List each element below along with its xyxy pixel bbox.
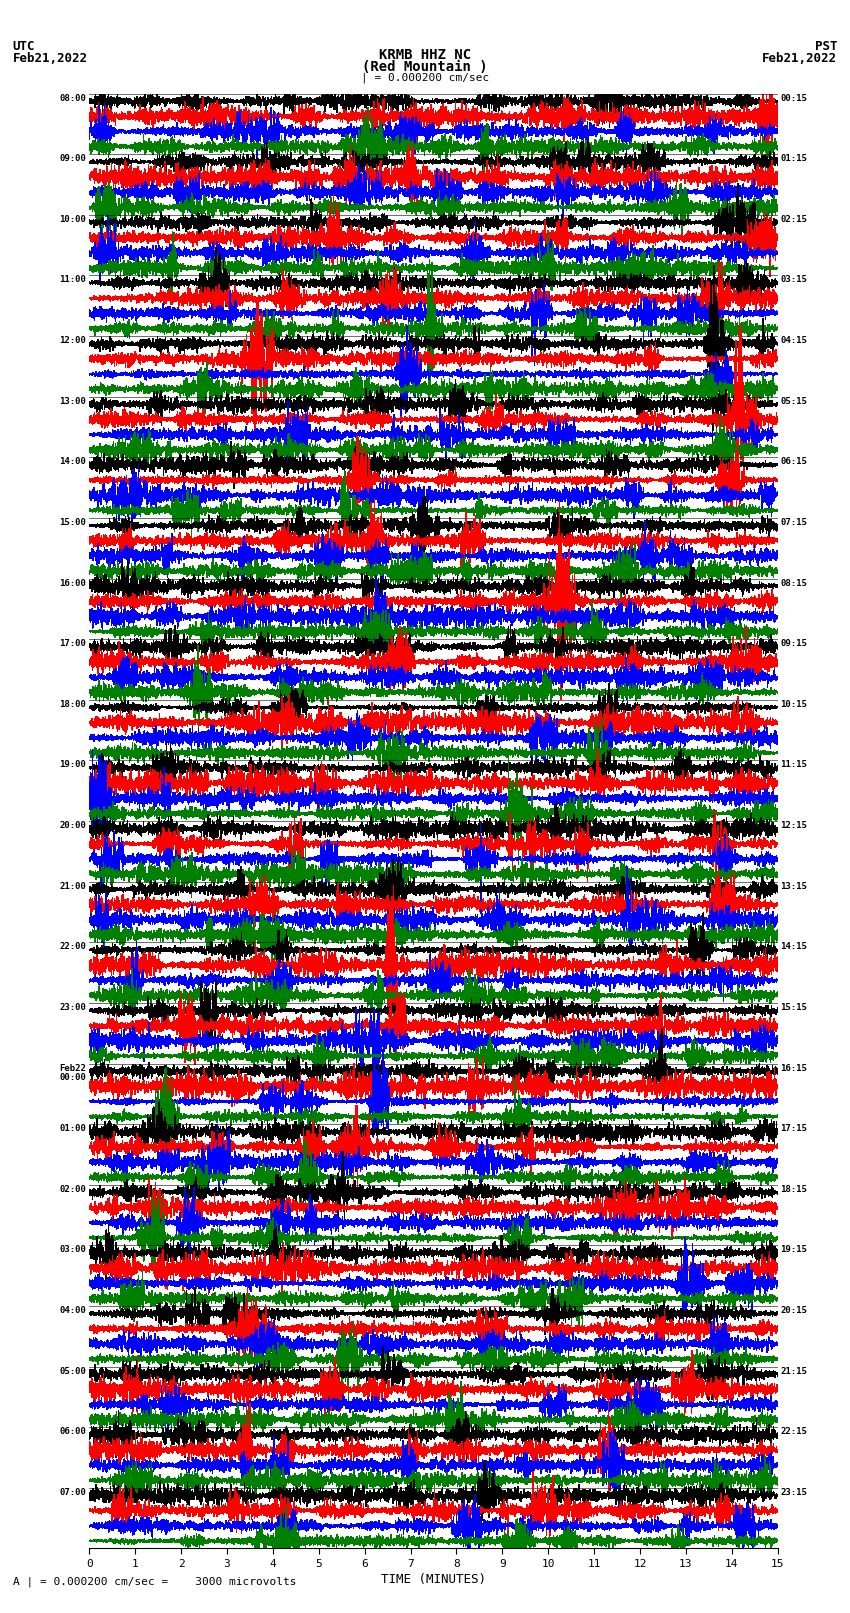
Text: A | = 0.000200 cm/sec =    3000 microvolts: A | = 0.000200 cm/sec = 3000 microvolts <box>13 1576 297 1587</box>
Text: 19:15: 19:15 <box>780 1245 808 1255</box>
Text: 08:00: 08:00 <box>60 94 87 103</box>
Text: PST: PST <box>815 40 837 53</box>
Text: 09:15: 09:15 <box>780 639 808 648</box>
Text: 14:00: 14:00 <box>60 458 87 466</box>
Text: 22:00: 22:00 <box>60 942 87 952</box>
Text: 11:15: 11:15 <box>780 760 808 769</box>
Text: 01:15: 01:15 <box>780 155 808 163</box>
Text: 13:15: 13:15 <box>780 882 808 890</box>
Text: 18:15: 18:15 <box>780 1184 808 1194</box>
X-axis label: TIME (MINUTES): TIME (MINUTES) <box>381 1573 486 1586</box>
Text: 17:00: 17:00 <box>60 639 87 648</box>
Text: 11:00: 11:00 <box>60 276 87 284</box>
Text: 03:15: 03:15 <box>780 276 808 284</box>
Text: 02:15: 02:15 <box>780 215 808 224</box>
Text: 13:00: 13:00 <box>60 397 87 405</box>
Text: 10:00: 10:00 <box>60 215 87 224</box>
Text: 05:00: 05:00 <box>60 1366 87 1376</box>
Text: 14:15: 14:15 <box>780 942 808 952</box>
Text: 15:00: 15:00 <box>60 518 87 527</box>
Text: 04:00: 04:00 <box>60 1307 87 1315</box>
Text: 00:15: 00:15 <box>780 94 808 103</box>
Text: 20:15: 20:15 <box>780 1307 808 1315</box>
Text: | = 0.000200 cm/sec: | = 0.000200 cm/sec <box>361 73 489 84</box>
Text: 07:00: 07:00 <box>60 1487 87 1497</box>
Text: 20:00: 20:00 <box>60 821 87 831</box>
Text: Feb21,2022: Feb21,2022 <box>762 52 837 65</box>
Text: 01:00: 01:00 <box>60 1124 87 1132</box>
Text: 21:00: 21:00 <box>60 882 87 890</box>
Text: 10:15: 10:15 <box>780 700 808 708</box>
Text: 07:15: 07:15 <box>780 518 808 527</box>
Text: UTC: UTC <box>13 40 35 53</box>
Text: 21:15: 21:15 <box>780 1366 808 1376</box>
Text: 08:15: 08:15 <box>780 579 808 587</box>
Text: 18:00: 18:00 <box>60 700 87 708</box>
Text: 12:00: 12:00 <box>60 336 87 345</box>
Text: 23:00: 23:00 <box>60 1003 87 1011</box>
Text: (Red Mountain ): (Red Mountain ) <box>362 60 488 74</box>
Text: KRMB HHZ NC: KRMB HHZ NC <box>379 48 471 63</box>
Text: 17:15: 17:15 <box>780 1124 808 1132</box>
Text: 06:15: 06:15 <box>780 458 808 466</box>
Text: 05:15: 05:15 <box>780 397 808 405</box>
Text: 09:00: 09:00 <box>60 155 87 163</box>
Text: Feb22
00:00: Feb22 00:00 <box>60 1063 87 1082</box>
Text: 22:15: 22:15 <box>780 1428 808 1436</box>
Text: 19:00: 19:00 <box>60 760 87 769</box>
Text: 03:00: 03:00 <box>60 1245 87 1255</box>
Text: 16:00: 16:00 <box>60 579 87 587</box>
Text: 02:00: 02:00 <box>60 1184 87 1194</box>
Text: 12:15: 12:15 <box>780 821 808 831</box>
Text: 16:15: 16:15 <box>780 1063 808 1073</box>
Text: Feb21,2022: Feb21,2022 <box>13 52 88 65</box>
Text: 04:15: 04:15 <box>780 336 808 345</box>
Text: 15:15: 15:15 <box>780 1003 808 1011</box>
Text: 06:00: 06:00 <box>60 1428 87 1436</box>
Text: 23:15: 23:15 <box>780 1487 808 1497</box>
